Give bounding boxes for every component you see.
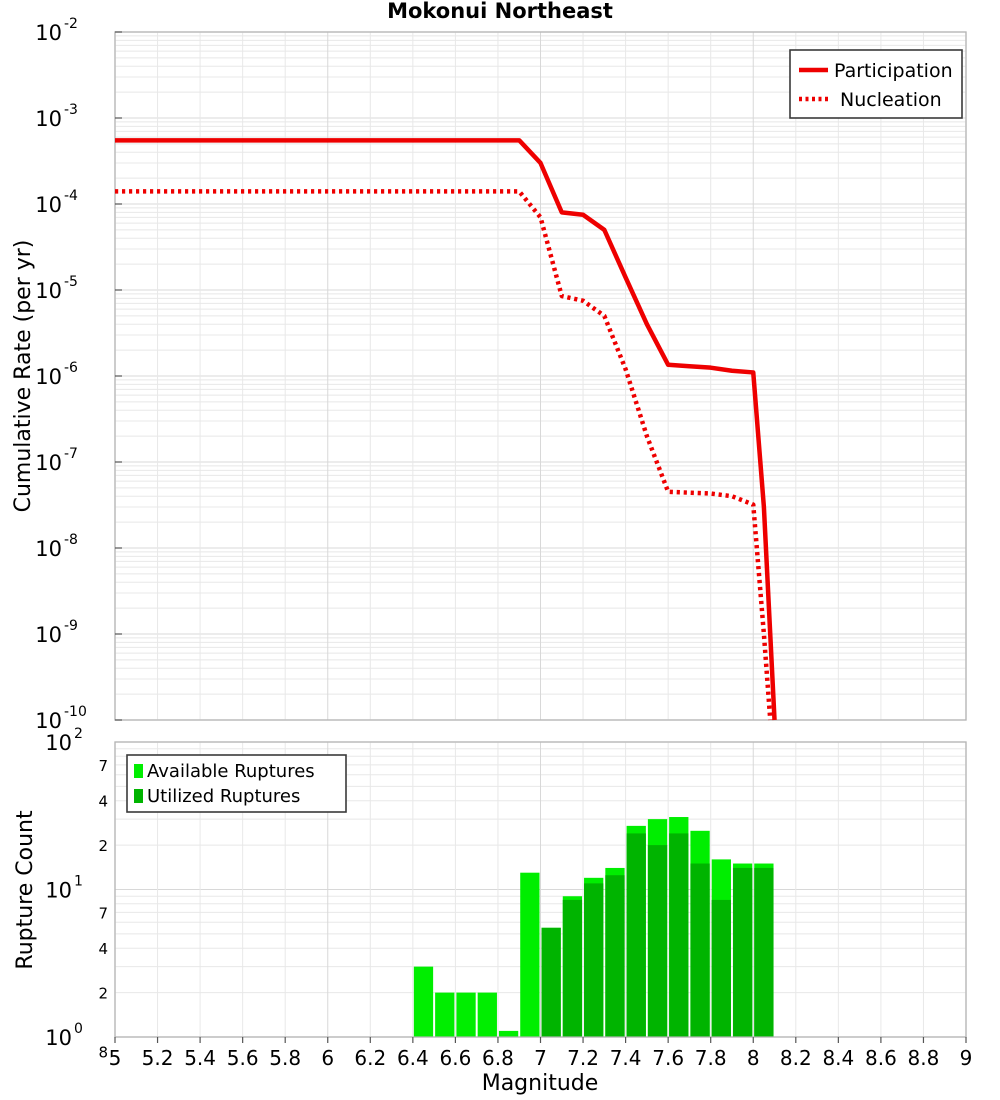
utilized-rupture-bar [626,833,646,1037]
x-tick-label: 6 [321,1046,334,1070]
available-rupture-bar [498,1030,519,1037]
top-y-tick-label: 10 [35,193,62,217]
bottom-y-minor-tick-label: 7 [98,904,108,922]
x-tick-label: 9 [960,1046,973,1070]
utilized-rupture-bar [584,883,604,1037]
bottom-y-axis-label: Rupture Count [13,810,38,970]
utilized-ruptures-legend-swatch [134,789,143,803]
participation-curve [115,138,777,721]
top-y-tick-exponent: -6 [64,360,78,376]
bottom-y-minor-tick-label: 2 [98,985,108,1003]
x-axis-ticks: 5 5.2 5.4 5.6 5.8 6 6.2 6.4 6.6 6.8 7 7.2 7.4 7.6 7.8 8… [109,1037,973,1070]
utilized-rupture-bar [605,875,625,1037]
top-y-tick-exponent: -10 [64,704,87,720]
top-y-axis-label: Cumulative Rate (per yr) [11,240,36,513]
utilized-rupture-bar [690,863,710,1037]
top-y-tick-exponent: -5 [64,274,78,290]
utilized-rupture-bar [669,833,689,1037]
top-y-tick-exponent: -9 [64,618,78,634]
x-tick-label: 5.8 [269,1046,301,1070]
x-tick-label: 7.8 [695,1046,727,1070]
bottom-y-minor-tick-label: 2 [98,837,108,855]
bottom-y-tick-label: 10 [45,879,72,903]
x-tick-label: 7.4 [610,1046,642,1070]
bottom-y-tick-label: 10 [45,731,72,755]
utilized-rupture-bar [754,867,774,1037]
x-tick-label: 7.2 [567,1046,599,1070]
x-tick-label: 8.4 [822,1046,854,1070]
x-tick-label: 5.2 [142,1046,174,1070]
top-panel: 10-210-310-410-510-610-710-810-910-10 Cu… [11,16,967,733]
utilized-rupture-bar [732,867,753,1037]
x-tick-label: 8.8 [908,1046,940,1070]
bottom-y-minor-tick-label: 4 [98,793,108,811]
utilized-rupture-bar [711,899,731,1037]
top-y-tick-label: 10 [35,537,62,561]
nucleation-legend-label: Nucleation [840,89,942,111]
available-ruptures-legend-label: Available Ruptures [147,761,315,782]
bottom-y-tick-label: 10 [45,1026,72,1050]
bottom-y-tick-exponent: 0 [74,1021,83,1037]
top-y-tick-label: 10 [35,21,62,45]
bottom-y-minor-tick-label: 8 [98,1043,108,1061]
bottom-legend-box [126,754,347,813]
utilized-rupture-bar [647,845,668,1037]
x-tick-label: 6.8 [482,1046,514,1070]
top-y-tick-exponent: -3 [64,102,78,118]
top-y-tick-exponent: -2 [64,16,78,32]
x-axis-label: Magnitude [482,1071,599,1096]
bottom-y-tick-exponent: 2 [74,726,83,742]
top-data-curves [115,138,777,721]
top-gridlines [114,31,967,721]
x-tick-label: 6.2 [354,1046,386,1070]
utilized-rupture-bar [562,899,583,1037]
top-y-tick-label: 10 [35,365,62,389]
page-title: Mokonui Northeast [387,0,613,23]
participation-legend-label: Participation [834,60,953,82]
top-y-tick-exponent: -8 [64,532,78,548]
rupture-count-bars [413,817,774,1037]
top-y-tick-exponent: -7 [64,446,78,462]
x-tick-label: 7 [534,1046,547,1070]
x-tick-label: 6.6 [439,1046,471,1070]
top-legend[interactable]: Participation Nucleation [789,49,963,119]
top-y-tick-label: 10 [35,107,62,131]
bottom-legend[interactable]: Available Ruptures Utilized Ruptures [126,754,347,813]
x-tick-label: 8.6 [865,1046,897,1070]
top-y-axis-ticks: 10-210-310-410-510-610-710-810-910-10 [35,16,122,733]
x-tick-label: 8.2 [780,1046,812,1070]
x-tick-label: 5 [109,1046,122,1070]
bottom-y-tick-exponent: 1 [74,874,83,890]
available-rupture-bar [435,992,455,1037]
available-rupture-bar [413,966,434,1037]
available-rupture-bar [520,872,540,1037]
x-tick-label: 5.6 [227,1046,259,1070]
utilized-ruptures-legend-label: Utilized Ruptures [147,786,300,807]
top-y-tick-label: 10 [35,451,62,475]
bottom-y-minor-tick-label: 7 [98,757,108,775]
bottom-y-minor-tick-label: 4 [98,940,108,958]
available-ruptures-legend-swatch [134,764,143,778]
top-y-tick-label: 10 [35,623,62,647]
x-tick-label: 6.4 [397,1046,429,1070]
top-legend-box [789,49,963,119]
utilized-rupture-bar [541,927,561,1037]
available-rupture-bar [456,992,476,1037]
x-tick-label: 7.6 [652,1046,684,1070]
x-tick-label: 5.4 [184,1046,216,1070]
top-y-tick-label: 10 [35,279,62,303]
top-y-tick-label: 10 [35,709,62,733]
nucleation-curve [115,189,773,721]
top-y-tick-exponent: -4 [64,188,78,204]
available-rupture-bar [477,992,497,1037]
x-tick-label: 8 [747,1046,760,1070]
